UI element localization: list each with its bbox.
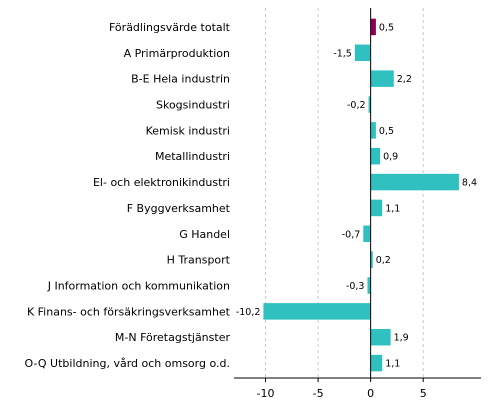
value-label: 1,1 xyxy=(385,203,400,214)
x-tick-label: 5 xyxy=(420,387,427,400)
value-label: 0,5 xyxy=(379,22,394,33)
bar xyxy=(354,44,371,62)
bar xyxy=(370,199,383,217)
bar xyxy=(263,303,371,320)
value-label: 0,9 xyxy=(383,152,398,163)
category-label: O-Q Utbildning, vård och omsorg o.d. xyxy=(25,357,230,370)
value-label: 0,2 xyxy=(376,255,391,266)
value-label: -1,5 xyxy=(333,48,352,59)
bar xyxy=(370,122,376,139)
value-label: 1,9 xyxy=(394,333,409,344)
value-label: -0,7 xyxy=(342,229,361,240)
bar xyxy=(367,277,371,294)
bar xyxy=(363,225,371,243)
category-label: Skogsindustri xyxy=(156,99,230,112)
x-tick-label: 0 xyxy=(367,387,374,400)
value-label: -0,2 xyxy=(347,100,366,111)
bar xyxy=(370,70,394,87)
value-label: -10,2 xyxy=(236,307,261,318)
bar xyxy=(370,18,376,36)
value-label: 8,4 xyxy=(462,178,477,189)
value-label: 0,5 xyxy=(379,126,394,137)
category-label: M-N Företagstjänster xyxy=(115,331,231,344)
category-label: Kemisk industri xyxy=(146,124,230,137)
category-label: A Primärproduktion xyxy=(124,47,230,60)
bar xyxy=(370,328,391,346)
bar xyxy=(368,96,371,113)
category-label: F Byggverksamhet xyxy=(127,202,231,215)
bar xyxy=(370,147,381,165)
category-label: K Finans- och försäkringsverksamhet xyxy=(27,305,231,318)
x-axis-ticks: -10 -5 0 5 xyxy=(257,378,427,400)
category-label: J Information och kommunikation xyxy=(47,280,230,293)
category-labels: Förädlingsvärde totalt A Primärproduktion… xyxy=(25,21,231,370)
bars xyxy=(263,18,459,372)
category-label: Förädlingsvärde totalt xyxy=(109,21,231,34)
value-labels: 0,5 -1,5 2,2 -0,2 0,5 0,9 8,4 1,1 -0,7 0,2 -0,3 -10… xyxy=(236,22,477,369)
value-label: -0,3 xyxy=(346,281,365,292)
bar xyxy=(370,173,459,191)
category-label: Metallindustri xyxy=(155,150,230,163)
x-tick-label: -5 xyxy=(313,387,324,400)
value-label: 2,2 xyxy=(397,74,412,85)
x-tick-label: -10 xyxy=(257,387,275,400)
grid-lines xyxy=(265,8,424,378)
category-label: H Transport xyxy=(167,254,231,267)
bar xyxy=(370,251,373,268)
category-label: El- och elektronikindustri xyxy=(93,176,230,189)
bar xyxy=(370,354,383,372)
category-label: B-E Hela industrin xyxy=(131,73,230,86)
value-label: 1,1 xyxy=(385,359,400,370)
category-label: G Handel xyxy=(179,228,230,241)
